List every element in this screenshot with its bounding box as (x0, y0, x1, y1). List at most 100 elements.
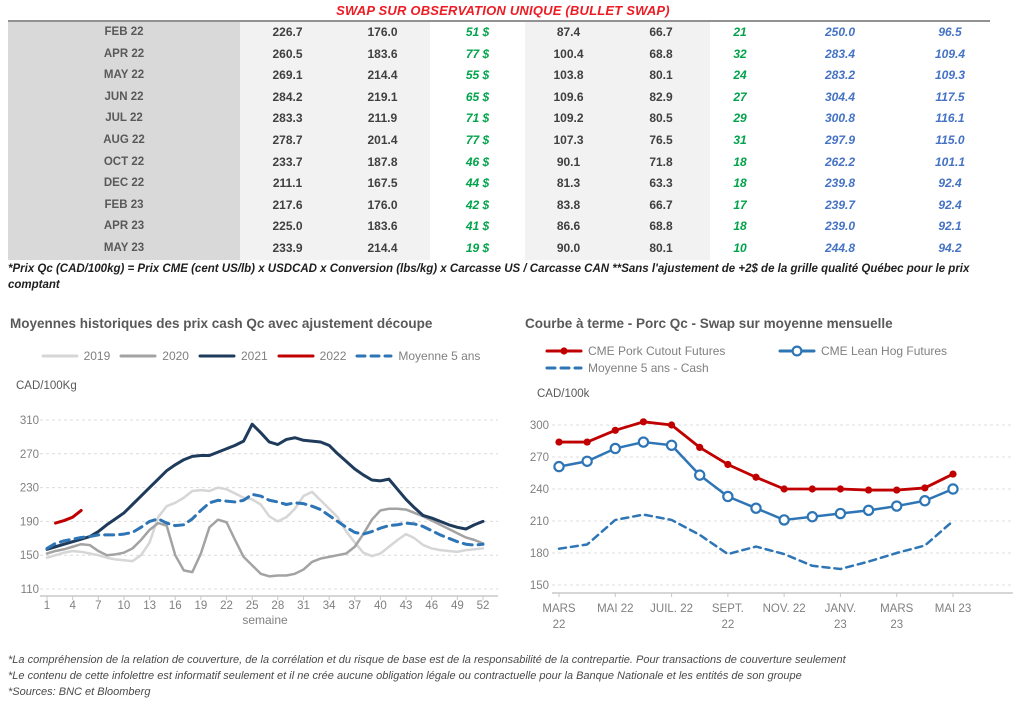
table-cell: 260.5 (240, 43, 335, 66)
table-cell: 80.1 (612, 237, 710, 260)
table-cell: 116.1 (935, 111, 965, 126)
table-row: JUN 22 284.2 219.1 65 $ 109.6 82.9 27 304.4 117.… (8, 86, 990, 109)
data-point (639, 418, 648, 426)
x-tick-label: 7 (95, 600, 101, 612)
table-cell: 55 $ (465, 68, 490, 83)
table-cell: 66.7 (612, 21, 710, 44)
table-cell: 226.7 (240, 21, 335, 44)
table-cell: 77 $ (465, 132, 490, 147)
legend-swatch (119, 354, 157, 358)
table-row: FEB 23 217.6 176.0 42 $ 83.8 66.7 17 239.7 92.4 (8, 194, 990, 217)
table-cell: 83.8 (525, 194, 612, 217)
table-cell: 71.8 (612, 151, 710, 174)
table-cell: 77 $ (465, 46, 490, 61)
data-point (667, 421, 676, 429)
table-cell: 233.9 (240, 237, 335, 260)
table-cell: 107.3 (525, 129, 612, 152)
forward-curve-legend: CME Pork Cutout Futures CME Lean Hog Futu… (545, 344, 1020, 375)
table-cell: 250.0 (824, 25, 856, 39)
x-tick-label: 25 (246, 600, 259, 612)
data-point (583, 438, 591, 446)
table-cell: 92.4 (938, 197, 962, 212)
legend-item-moyenne-5-ans---cash: Moyenne 5 ans - Cash (545, 361, 709, 375)
table-row: JUL 22 283.3 211.9 71 $ 109.2 80.5 29 300.8 116.… (8, 108, 990, 130)
series-moyenne-5-ans---cash (557, 513, 955, 571)
legend-swatch (277, 354, 315, 358)
disclaimer-notes: *La compréhension de la relation de couv… (8, 652, 1020, 700)
forward-curve-title: Courbe à terme - Porc Qc - Swap sur moye… (525, 316, 893, 331)
table-cell: 80.1 (612, 65, 710, 87)
x-tick-label: MAI 22 (597, 603, 633, 615)
x-tick-label: 19 (194, 600, 207, 612)
data-point (611, 426, 619, 434)
table-cell-month: AUG 22 (8, 129, 240, 152)
table-cell-month: MAY 23 (8, 237, 240, 260)
table-row: AUG 22 278.7 201.4 77 $ 107.3 76.5 31 297.9 115.… (8, 129, 990, 152)
table-cell: 304.4 (824, 89, 856, 104)
table-cell: 10 (733, 240, 747, 255)
table-cell: 46 $ (465, 154, 490, 169)
y-tick-label: 180 (530, 548, 549, 560)
x-tick-label: MAI 23 (935, 603, 971, 615)
data-point (836, 485, 845, 493)
x-tick-label: 16 (169, 600, 182, 612)
table-cell: 90.1 (525, 151, 612, 174)
table-cell: 80.5 (612, 108, 710, 130)
table-cell-month: APR 23 (8, 216, 240, 238)
table-cell: 100.4 (525, 43, 612, 66)
data-point (722, 490, 734, 503)
table-row: DEC 22 211.1 167.5 44 $ 81.3 63.3 18 239.8 92.4 (8, 173, 990, 195)
forward-curve-chart: 150 180 210 240 270 300 MARS 22 MAI 22 JUIL. 22 SE… (530, 418, 1013, 631)
table-cell: 239.8 (824, 176, 856, 191)
x-tick-label: 34 (323, 600, 336, 612)
table-row: MAY 23 233.9 214.4 19 $ 90.0 80.1 10 244.8 94.2 (8, 237, 990, 260)
table-cell: 211.9 (335, 108, 430, 130)
legend-swatch (355, 354, 393, 358)
table-row: FEB 22 226.7 176.0 51 $ 87.4 66.7 21 250.0 96.5 (8, 21, 990, 44)
table-cell: 24 (733, 68, 747, 83)
series-2019 (45, 486, 485, 563)
y-tick-label: 270 (530, 452, 549, 464)
y-tick-label: 310 (20, 415, 39, 427)
table-cell: 86.6 (525, 216, 612, 238)
x-tick-label: 37 (348, 600, 361, 612)
legend-item-2019: 2019 (41, 349, 110, 363)
table-cell: 90.0 (525, 237, 612, 260)
x-tick-label: 1 (44, 600, 50, 612)
x-axis-title: semaine (242, 613, 288, 627)
x-tick-label: 23 (834, 619, 847, 631)
table-cell: 283.4 (824, 46, 856, 61)
table-cell: 239.0 (824, 219, 856, 234)
x-tick-label: JANV. (825, 603, 857, 615)
y-tick-label: 270 (20, 449, 39, 461)
x-tick-label: 4 (69, 600, 76, 612)
table-cell: 29 (733, 111, 747, 126)
table-cell: 41 $ (465, 219, 490, 234)
table-cell: 27 (733, 89, 747, 104)
legend-label: 2021 (240, 349, 268, 363)
legend-label: CME Pork Cutout Futures (588, 344, 726, 358)
gridlines: 150 180 210 240 270 300 (530, 420, 1013, 592)
data-point (555, 438, 563, 446)
legend-swatch (198, 354, 236, 358)
table-cell: 32 (733, 46, 747, 61)
table-cell: 217.6 (240, 194, 335, 217)
table-cell: 183.6 (335, 43, 430, 66)
data-point (919, 495, 931, 507)
legend-swatch (778, 345, 816, 357)
x-tick-label: 22 (220, 600, 233, 612)
table-cell-month: DEC 22 (8, 173, 240, 195)
x-axis: 1 4 7 10 13 16 19 22 25 28 31 34 37 40 43 46 49 52 semaine (40, 595, 498, 627)
data-point (553, 460, 565, 473)
table-cell-month: JUN 22 (8, 86, 240, 109)
historical-chart-y-unit: CAD/100Kg (16, 380, 77, 392)
table-cell-month: OCT 22 (8, 151, 240, 174)
legend-swatch (545, 366, 583, 370)
table-cell: 115.0 (935, 132, 965, 147)
table-cell: 109.2 (525, 108, 612, 130)
table-cell: 18 (733, 154, 747, 169)
data-point (864, 486, 873, 494)
table-cell: 71 $ (465, 111, 490, 126)
data-point (834, 507, 847, 520)
table-cell: 87.4 (525, 21, 612, 44)
